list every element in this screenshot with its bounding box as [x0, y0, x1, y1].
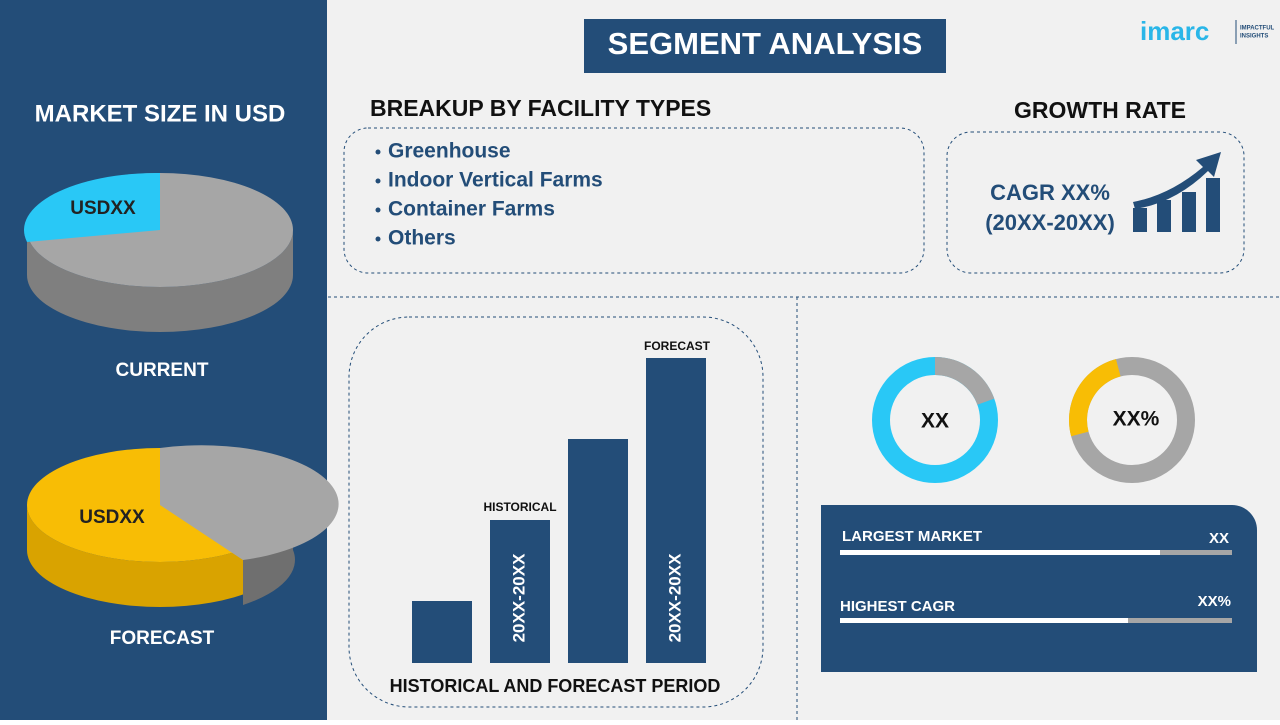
forecast-pie [27, 445, 339, 607]
breakup-title: BREAKUP BY FACILITY TYPES [370, 95, 711, 121]
stat-label: HIGHEST CAGR [840, 598, 955, 615]
bullet [375, 207, 381, 213]
breakup-box [343, 127, 925, 274]
growth-box [946, 131, 1245, 274]
logo-tagline: IMPACTFUL [1240, 26, 1275, 32]
stat-bar [840, 618, 1128, 623]
period-box [348, 316, 764, 708]
growth-icon [1133, 152, 1221, 232]
left-title: MARKET SIZE IN USD [35, 100, 286, 127]
donut [872, 357, 998, 483]
donut-label: XX% [1113, 408, 1160, 431]
stat-value: XX [1209, 530, 1229, 547]
header-box [584, 19, 946, 73]
forecast-period: 20XX-20XX [665, 553, 684, 642]
breakup-item: Greenhouse [388, 140, 511, 163]
breakup-item: Others [388, 227, 456, 250]
logo: imarc [1140, 16, 1209, 46]
forecast-label: FORECAST [644, 339, 711, 353]
growth-title: GROWTH RATE [1014, 97, 1186, 123]
breakup-item: Indoor Vertical Farms [388, 169, 603, 192]
stat-bar-rest [1160, 550, 1232, 555]
donut [1069, 357, 1195, 483]
forecast-value: USDXX [79, 507, 145, 528]
breakup-item: Container Farms [388, 198, 555, 221]
donut-label: XX [921, 410, 949, 433]
bullet [375, 236, 381, 242]
current-label: CURRENT [116, 360, 209, 381]
period-bars [412, 358, 706, 663]
header-title: SEGMENT ANALYSIS [608, 26, 923, 61]
bullet [375, 178, 381, 184]
cagr-period: (20XX-20XX) [985, 210, 1115, 235]
period-title: HISTORICAL AND FORECAST PERIOD [390, 676, 721, 696]
cagr: CAGR XX% [990, 180, 1110, 205]
forecast-label: FORECAST [110, 628, 215, 649]
logo-tagline: INSIGHTS [1240, 34, 1268, 40]
stats-box [821, 505, 1257, 672]
current-value: USDXX [70, 198, 136, 219]
historical-period: 20XX-20XX [509, 553, 528, 642]
stat-bar [840, 550, 1160, 555]
stat-bar-rest [1128, 618, 1232, 623]
historical-label: HISTORICAL [483, 500, 556, 514]
bullet [375, 149, 381, 155]
stat-value: XX% [1198, 593, 1231, 610]
current-pie [24, 172, 293, 332]
stat-label: LARGEST MARKET [842, 528, 982, 545]
